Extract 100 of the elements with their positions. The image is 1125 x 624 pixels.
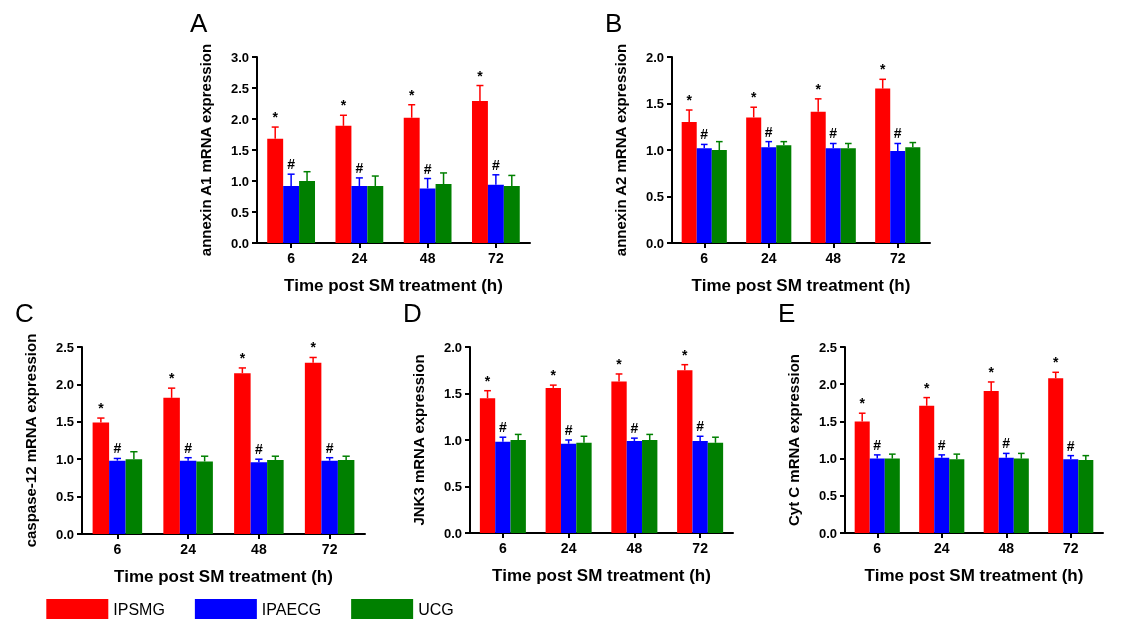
annotation: #	[564, 422, 573, 438]
x-tick-label: 48	[825, 250, 842, 266]
bar	[840, 148, 856, 243]
x-tick-label: 24	[760, 250, 777, 266]
y-tick-label: 2.5	[55, 339, 74, 355]
bar	[949, 459, 965, 533]
bar	[560, 443, 577, 533]
y-tick-label: 1.5	[645, 96, 664, 111]
annotation: *	[484, 372, 491, 389]
bar	[1013, 458, 1029, 533]
x-tick-label: 6	[700, 250, 709, 266]
annotation: *	[682, 346, 689, 363]
x-tick-label: 6	[113, 541, 122, 557]
x-axis-title: Time post SM treatment (h)	[114, 567, 333, 586]
x-tick-label: 72	[488, 250, 504, 266]
annotation: #	[700, 126, 709, 143]
x-tick-label: 48	[251, 541, 267, 557]
annotation: #	[1066, 437, 1075, 454]
annotation: #	[113, 440, 122, 457]
annotation: *	[310, 339, 317, 356]
x-tick-label: 24	[933, 540, 950, 556]
x-tick-label: 72	[321, 541, 338, 557]
bar	[692, 440, 708, 533]
annotation: #	[764, 123, 773, 140]
annotation: *	[239, 349, 246, 366]
bar	[267, 459, 284, 534]
bar	[696, 148, 712, 243]
bar	[1078, 460, 1094, 533]
annotation: *	[815, 80, 822, 97]
annotation: *	[923, 379, 930, 396]
y-tick-label: 0.5	[818, 488, 837, 504]
y-tick-label: 1.5	[818, 413, 837, 429]
y-tick-label: 0.5	[443, 479, 462, 494]
y-tick-label: 0.5	[645, 189, 664, 204]
y-tick-label: 1.5	[443, 386, 462, 401]
y-axis-title: Cyt C mRNA expression	[785, 354, 802, 526]
x-tick-label: 6	[873, 540, 882, 556]
bar	[825, 148, 841, 243]
y-tick-label: 0.0	[230, 235, 249, 251]
annotation: *	[340, 97, 347, 114]
chart-title: A	[190, 8, 208, 38]
bar	[250, 462, 268, 534]
annotation: #	[498, 419, 507, 436]
annotation: #	[325, 439, 334, 456]
y-tick-label: 3.0	[230, 49, 249, 65]
bar	[1063, 459, 1079, 533]
y-tick-label: 1.5	[55, 414, 74, 430]
annotation: #	[937, 436, 946, 453]
annotation: *	[859, 395, 866, 412]
bar	[707, 442, 724, 533]
annotation: *	[879, 61, 886, 78]
x-tick-label: 48	[626, 540, 643, 556]
y-tick-label: 2.5	[818, 339, 837, 355]
chart-title: B	[605, 8, 623, 38]
annotation: #	[696, 418, 705, 435]
x-tick-label: 72	[692, 540, 709, 556]
annotation: *	[686, 92, 693, 109]
y-axis-title: JNK3 mRNA expression	[410, 354, 427, 526]
y-axis-title: annexin A1 mRNA expression	[197, 43, 214, 257]
y-tick-label: 2.0	[818, 376, 837, 392]
legend-label: IPSMG	[113, 600, 165, 618]
x-axis-title: Time post SM treatment (h)	[284, 276, 503, 295]
y-axis-title: annexin A2 mRNA expression	[612, 43, 629, 257]
annotation: *	[750, 89, 757, 106]
legend-label: UCG	[418, 600, 454, 618]
y-tick-label: 0.5	[55, 489, 74, 505]
annotation: *	[98, 400, 105, 417]
annotation: #	[491, 156, 500, 173]
chart-title: D	[403, 298, 422, 328]
chart-title: E	[778, 298, 796, 328]
bar	[234, 373, 251, 534]
y-tick-label: 0.5	[230, 204, 249, 220]
bar	[321, 460, 338, 534]
y-tick-label: 2.0	[230, 111, 249, 127]
bar	[869, 458, 885, 533]
x-tick-label: 24	[351, 250, 368, 266]
y-tick-label: 1.0	[230, 173, 249, 189]
bar	[304, 362, 322, 534]
x-axis-title: Time post SM treatment (h)	[864, 566, 1084, 585]
x-tick-label: 6	[498, 540, 507, 556]
annotation: *	[477, 67, 484, 84]
y-tick-label: 1.0	[443, 432, 462, 448]
bar	[998, 457, 1014, 533]
y-tick-label: 1.0	[55, 451, 74, 467]
annotation: *	[272, 109, 279, 126]
bar	[626, 440, 643, 533]
y-tick-label: 1.5	[230, 142, 249, 158]
y-tick-label: 1.0	[818, 451, 837, 467]
bar	[109, 460, 126, 534]
bar	[495, 441, 511, 533]
bar	[179, 460, 197, 534]
annotation: #	[1002, 435, 1011, 452]
annotation: #	[254, 441, 263, 458]
y-tick-label: 0.0	[443, 525, 462, 541]
x-tick-label: 48	[419, 250, 436, 266]
x-axis-title: Time post SM treatment (h)	[492, 566, 711, 585]
annotation: #	[287, 156, 296, 173]
y-tick-label: 1.0	[645, 142, 664, 158]
y-tick-label: 2.0	[55, 376, 74, 392]
annotation: #	[184, 439, 193, 456]
